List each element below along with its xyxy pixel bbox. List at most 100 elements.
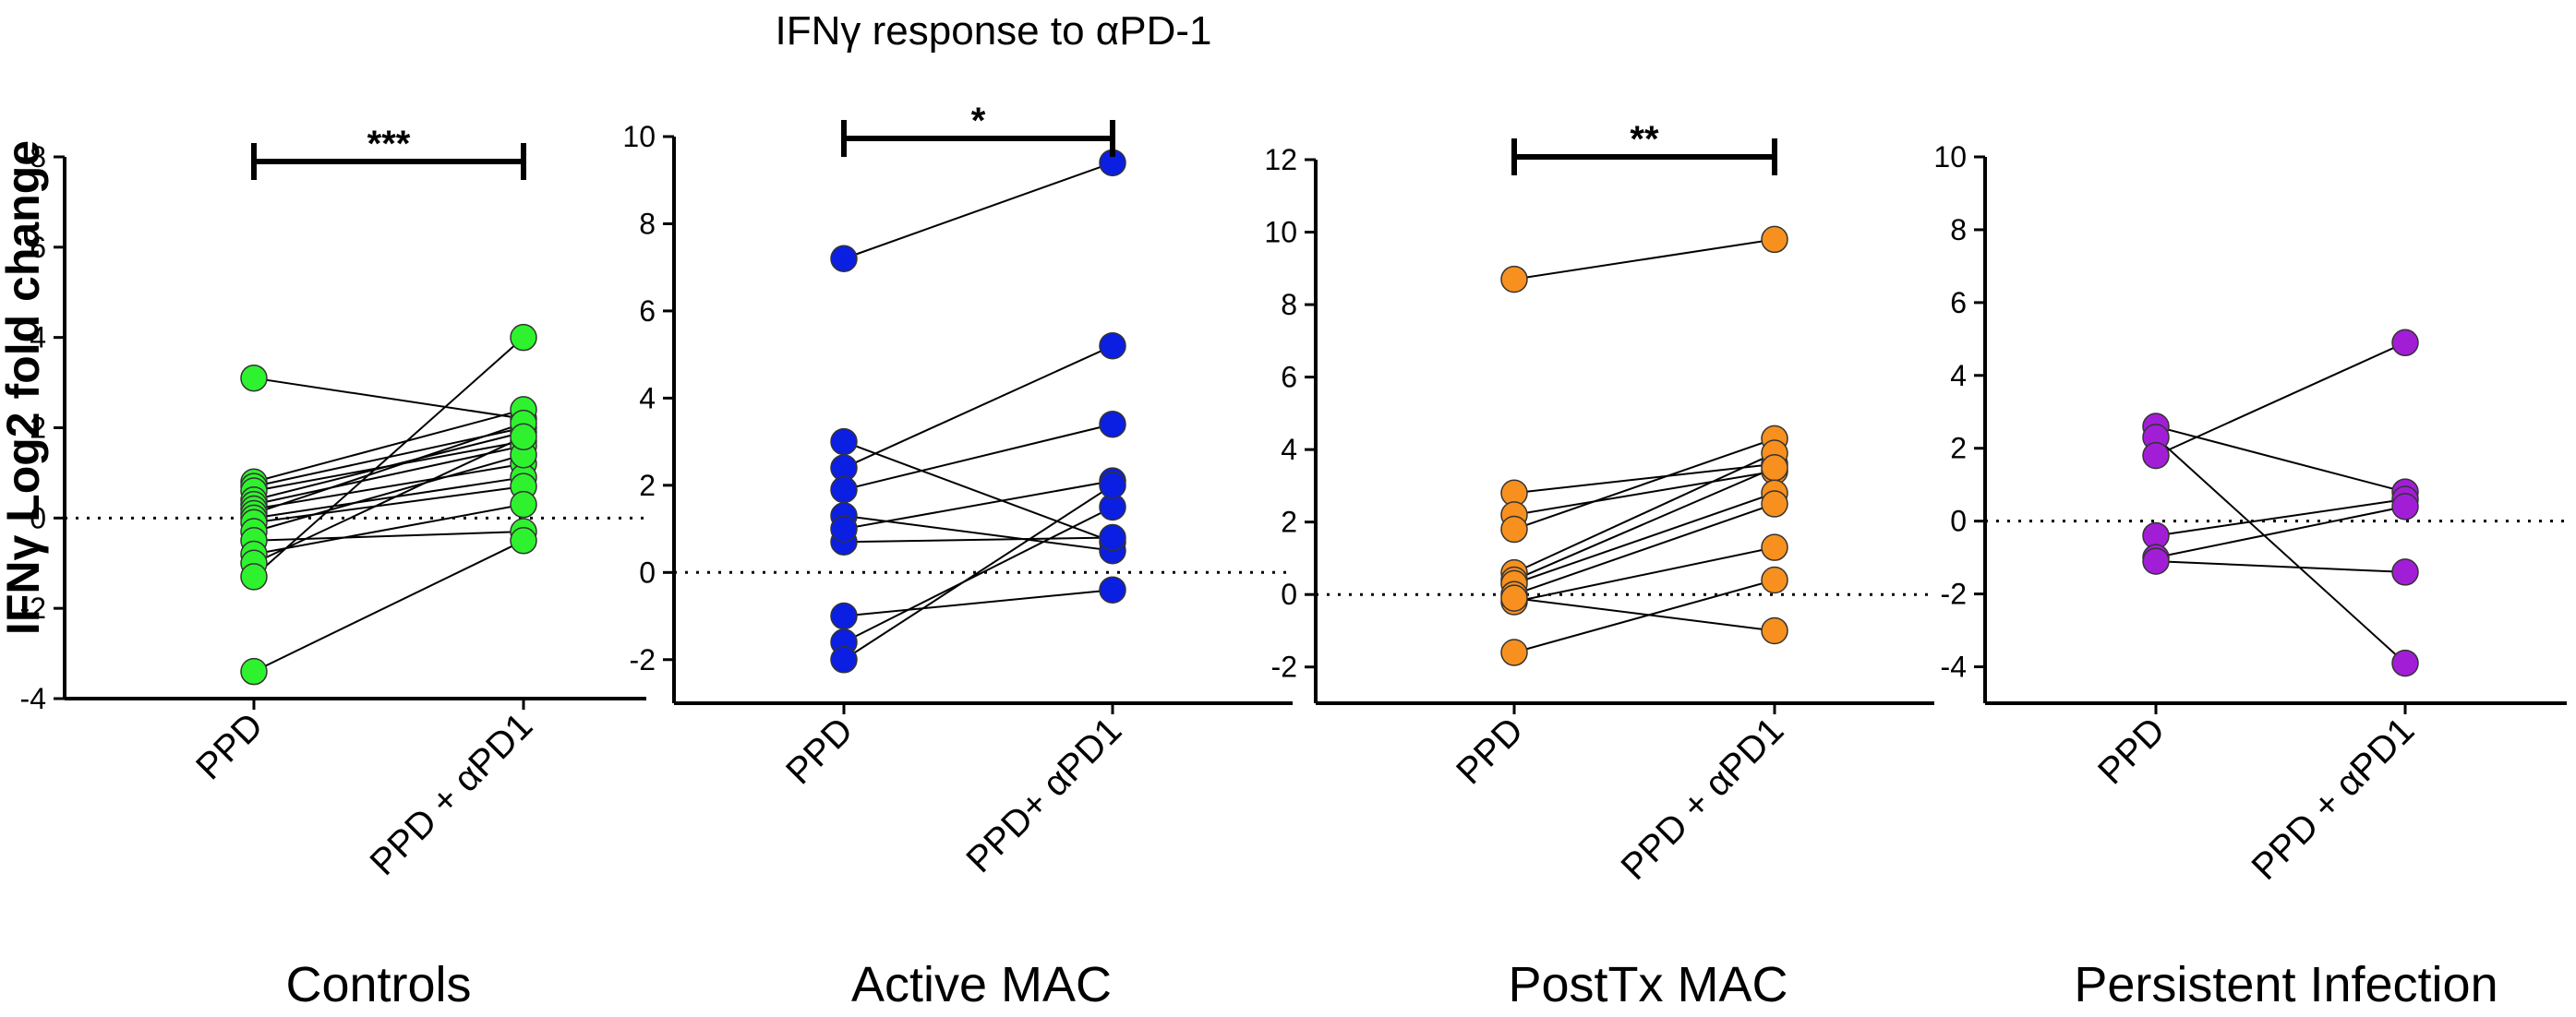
pair-line — [1513, 470, 1776, 516]
pair-line — [253, 485, 524, 524]
y-tick-label: 2 — [30, 412, 46, 445]
point-ppd — [830, 427, 858, 456]
pair-line — [2155, 560, 2406, 573]
pair-line — [253, 476, 524, 520]
y-tick-label: -2 — [630, 643, 656, 676]
significance-label: *** — [367, 124, 411, 164]
point-ppd — [1500, 265, 1528, 293]
point-ppd-apd1 — [2391, 558, 2419, 586]
point-ppd-apd1 — [2391, 329, 2419, 357]
y-axis-label: IFNγ Log2 fold change — [0, 140, 49, 635]
point-ppd-apd1 — [1761, 454, 1788, 482]
significance-label: * — [971, 101, 986, 141]
y-tick-label: 4 — [1950, 359, 1967, 392]
pair-line — [1513, 437, 1776, 531]
point-ppd-apd1 — [1761, 566, 1788, 594]
y-tick-label: -4 — [1941, 651, 1967, 684]
y-tick-label: 0 — [30, 501, 46, 534]
point-ppd-apd1 — [1761, 490, 1788, 518]
y-tick-label: 6 — [1281, 361, 1297, 394]
point-ppd — [240, 657, 268, 686]
y-tick-label: 4 — [639, 381, 656, 414]
y-tick-label: 2 — [1950, 432, 1967, 465]
pair-line — [253, 422, 524, 515]
y-tick-label: 10 — [622, 120, 656, 153]
pair-line — [253, 336, 524, 578]
y-tick-label: 6 — [639, 294, 656, 328]
pair-line — [253, 453, 524, 532]
y-tick-label: -2 — [20, 592, 46, 625]
y-tick-label: 6 — [30, 231, 46, 264]
x-category-label: PPD — [188, 705, 271, 787]
y-tick-label: 8 — [639, 207, 656, 240]
pair-line — [843, 423, 1113, 491]
pair-line — [843, 440, 1113, 544]
x-category-label: PPD + αPD1 — [362, 705, 540, 883]
pair-line — [1513, 452, 1776, 574]
y-tick-label: 0 — [639, 556, 656, 589]
point-ppd — [830, 475, 858, 504]
pair-line — [253, 445, 524, 506]
point-ppd — [830, 515, 858, 543]
point-ppd-apd1 — [1099, 331, 1126, 360]
point-ppd — [240, 364, 268, 392]
point-ppd-apd1 — [1099, 472, 1126, 499]
pair-line — [843, 480, 1113, 531]
group-label: PostTx MAC — [1508, 957, 1788, 1012]
group-label: Persistent Infection — [2074, 957, 2498, 1012]
y-tick-label: 0 — [1950, 505, 1967, 538]
point-ppd — [240, 563, 268, 591]
pair-line — [2155, 497, 2406, 537]
y-tick-label: -2 — [1271, 651, 1297, 684]
y-tick-label: -4 — [20, 682, 46, 715]
point-ppd-apd1 — [1761, 533, 1788, 561]
group-label: Controls — [285, 957, 471, 1012]
pair-line — [843, 589, 1113, 617]
pair-line — [253, 377, 524, 420]
pair-line — [253, 539, 524, 673]
point-ppd-apd1 — [510, 323, 537, 352]
x-category-label: PPD + αPD1 — [2244, 710, 2422, 888]
panel-1: -4 -2 0 2 4 6 8 *** PPD PPD + αPD1 Controls — [20, 124, 646, 1012]
pair-line — [253, 436, 524, 565]
point-ppd — [1500, 584, 1528, 612]
significance-label: ** — [1630, 119, 1659, 160]
pair-line — [843, 506, 1113, 643]
point-ppd-apd1 — [510, 423, 537, 451]
point-ppd-apd1 — [510, 527, 537, 555]
point-ppd — [1500, 639, 1528, 666]
x-category-label: PPD — [2090, 710, 2173, 792]
y-tick-label: 8 — [1281, 288, 1297, 321]
y-tick-label: 4 — [1281, 433, 1297, 466]
pair-line — [253, 408, 524, 484]
point-ppd-apd1 — [1099, 523, 1126, 552]
panel-2: -2 0 2 4 6 8 10 * PPD PPD+ αPD1 Active MAC — [622, 101, 1293, 1012]
point-ppd — [2142, 441, 2170, 470]
point-ppd — [830, 602, 858, 630]
x-category-label: PPD — [1449, 710, 1531, 792]
y-tick-label: 4 — [30, 321, 46, 354]
y-tick-label: 2 — [1281, 506, 1297, 539]
pair-line — [843, 536, 1113, 544]
pair-line — [253, 531, 524, 542]
pair-line — [253, 462, 524, 510]
pair-line — [253, 431, 524, 501]
pair-line — [843, 344, 1113, 469]
pair-line — [2155, 437, 2406, 664]
y-tick-label: 8 — [1950, 213, 1967, 246]
pair-line — [2155, 505, 2406, 559]
x-category-label: PPD + αPD1 — [1613, 710, 1791, 888]
pair-line — [2155, 341, 2406, 457]
y-tick-label: -2 — [1941, 578, 1967, 611]
pair-line — [1513, 492, 1776, 585]
pair-line — [1513, 503, 1776, 596]
x-category-label: PPD — [778, 710, 861, 792]
point-ppd — [830, 245, 858, 272]
point-ppd-apd1 — [1099, 410, 1126, 438]
x-category-label: PPD+ αPD1 — [958, 710, 1129, 880]
point-ppd-apd1 — [1761, 225, 1788, 254]
point-ppd-apd1 — [1099, 576, 1126, 604]
point-ppd-apd1 — [2391, 493, 2419, 520]
